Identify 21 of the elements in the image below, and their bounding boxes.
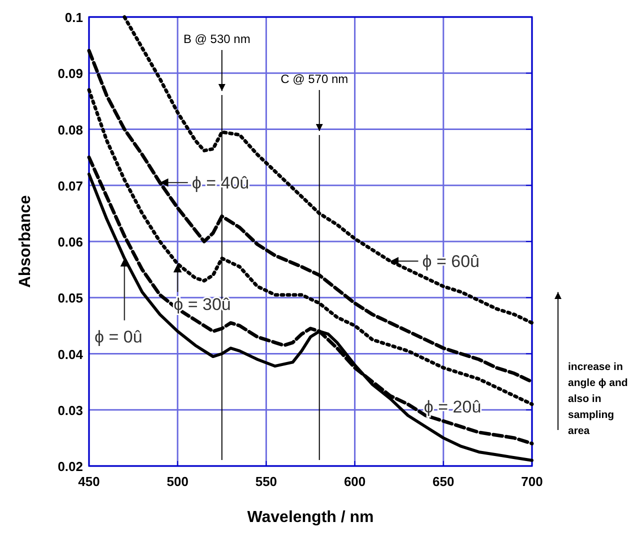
ref-line-label: C @ 570 nm xyxy=(280,72,348,86)
x-tick-label: 600 xyxy=(344,474,366,489)
y-tick-label: 0.06 xyxy=(58,234,83,250)
y-tick-label: 0.09 xyxy=(58,66,83,82)
y-tick-label: 0.04 xyxy=(58,346,84,362)
x-tick-label: 650 xyxy=(432,474,454,489)
y-tick-label: 0.1 xyxy=(64,10,83,25)
y-tick-label: 0.08 xyxy=(58,122,83,138)
text: increase in angle ϕ and also in sampling area xyxy=(568,361,628,437)
x-tick-label: 450 xyxy=(78,474,100,489)
x-axis-title: Wavelength / nm xyxy=(247,509,374,526)
y-tick-label: 0.07 xyxy=(58,178,83,194)
x-tick-label: 700 xyxy=(521,474,543,489)
ref-line-label: B @ 530 nm xyxy=(183,32,250,46)
y-tick-label: 0.05 xyxy=(58,290,83,306)
y-tick-label: 0.02 xyxy=(58,459,83,474)
y-axis-title: Absorbance xyxy=(17,195,34,288)
annotation: ϕ = 0û xyxy=(94,327,142,346)
x-tick-label: 500 xyxy=(166,474,188,489)
x-tick-label: 550 xyxy=(255,474,278,489)
y-tick-label: 0.03 xyxy=(58,402,83,418)
